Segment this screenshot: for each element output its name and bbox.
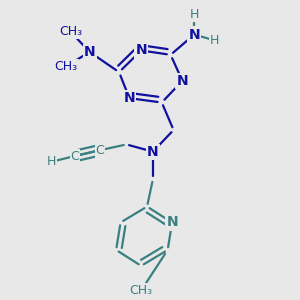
Text: N: N (177, 74, 188, 88)
Text: N: N (147, 145, 159, 159)
Text: CH₃: CH₃ (59, 25, 82, 38)
Text: N: N (135, 44, 147, 58)
Text: N: N (84, 45, 95, 59)
Text: C: C (70, 149, 79, 163)
Text: N: N (166, 215, 178, 230)
Text: H: H (210, 34, 220, 47)
Text: H: H (190, 8, 199, 21)
Text: H: H (47, 155, 56, 168)
Text: N: N (124, 91, 135, 105)
Text: C: C (96, 144, 104, 157)
Text: N: N (188, 28, 200, 42)
Text: CH₃: CH₃ (55, 60, 78, 73)
Text: CH₃: CH₃ (130, 284, 153, 297)
